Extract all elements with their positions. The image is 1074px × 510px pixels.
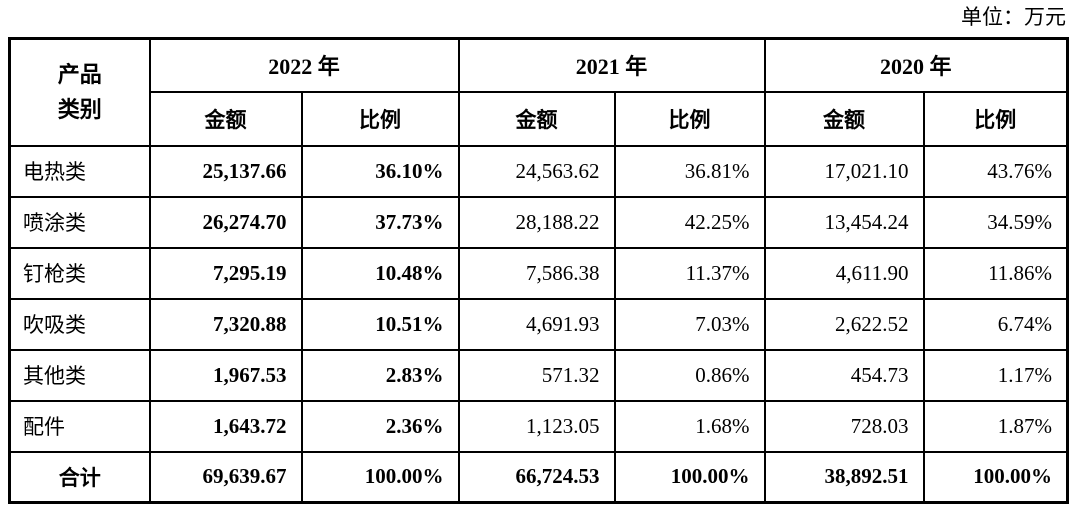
header-2021-amount: 金额 — [457, 90, 616, 147]
row-label: 电热类 — [8, 144, 151, 198]
cell-total-2022-ratio: 100.00% — [300, 450, 460, 504]
cell-2021-amount: 571.32 — [457, 348, 616, 402]
row-label: 配件 — [8, 399, 151, 453]
cell-2021-amount: 4,691.93 — [457, 297, 616, 351]
cell-2020-ratio: 6.74% — [922, 297, 1069, 351]
header-year-row: 产品 类别 2022 年 2021 年 2020 年 — [8, 37, 1069, 147]
cell-2020-ratio: 43.76% — [922, 144, 1069, 198]
header-2020-ratio: 比例 — [922, 90, 1069, 147]
table-row-total: 合计 69,639.67 100.00% 66,724.53 100.00% 3… — [8, 450, 1069, 504]
header-2022-ratio: 比例 — [300, 90, 460, 147]
row-label: 钉枪类 — [8, 246, 151, 300]
corner-header-line2: 类别 — [57, 97, 102, 123]
cell-total-2020-amount: 38,892.51 — [763, 450, 925, 504]
cell-2021-amount: 7,586.38 — [457, 246, 616, 300]
table-row-others: 其他类 1,967.53 2.83% 571.32 0.86% 454.73 1… — [8, 348, 1069, 402]
cell-2022-ratio: 36.10% — [300, 144, 460, 198]
cell-2020-ratio: 11.86% — [922, 246, 1069, 300]
header-year-2020: 2020 年 — [763, 37, 1069, 93]
cell-2022-amount: 7,295.19 — [148, 246, 303, 300]
cell-total-2020-ratio: 100.00% — [922, 450, 1069, 504]
cell-2021-ratio: 11.37% — [613, 246, 766, 300]
corner-header-product-category: 产品 类别 — [8, 37, 151, 147]
corner-header-line1: 产品 — [57, 62, 102, 88]
cell-2020-amount: 17,021.10 — [763, 144, 925, 198]
cell-2020-amount: 13,454.24 — [763, 195, 925, 249]
row-label: 喷涂类 — [8, 195, 151, 249]
cell-2021-ratio: 36.81% — [613, 144, 766, 198]
cell-2021-ratio: 0.86% — [613, 348, 766, 402]
header-sub-row: 金额 比例 金额 比例 金额 比例 — [10, 90, 1069, 147]
cell-2022-ratio: 37.73% — [300, 195, 460, 249]
table-row-blowing-suction: 吹吸类 7,320.88 10.51% 4,691.93 7.03% 2,622… — [8, 297, 1069, 351]
cell-2021-ratio: 42.25% — [613, 195, 766, 249]
cell-2022-ratio: 10.51% — [300, 297, 460, 351]
header-2020-amount: 金额 — [763, 90, 925, 147]
table-row-nail-gun: 钉枪类 7,295.19 10.48% 7,586.38 11.37% 4,61… — [8, 246, 1069, 300]
total-row-label: 合计 — [8, 450, 151, 504]
row-label: 其他类 — [8, 348, 151, 402]
table-row-electric-heating: 电热类 25,137.66 36.10% 24,563.62 36.81% 17… — [8, 144, 1069, 198]
cell-total-2021-amount: 66,724.53 — [457, 450, 616, 504]
header-2021-ratio: 比例 — [613, 90, 766, 147]
cell-2020-ratio: 1.17% — [922, 348, 1069, 402]
cell-2022-ratio: 2.83% — [300, 348, 460, 402]
cell-2021-ratio: 7.03% — [613, 297, 766, 351]
product-category-revenue-table: 产品 类别 2022 年 2021 年 2020 年 金额 比例 金额 比例 金… — [8, 37, 1070, 504]
cell-2021-amount: 24,563.62 — [457, 144, 616, 198]
header-year-2021: 2021 年 — [457, 37, 766, 93]
cell-total-2021-ratio: 100.00% — [613, 450, 766, 504]
cell-2022-ratio: 2.36% — [300, 399, 460, 453]
cell-2021-ratio: 1.68% — [613, 399, 766, 453]
cell-2020-amount: 728.03 — [763, 399, 925, 453]
cell-2022-amount: 26,274.70 — [148, 195, 303, 249]
cell-2020-amount: 454.73 — [763, 348, 925, 402]
cell-2021-amount: 1,123.05 — [457, 399, 616, 453]
cell-2021-amount: 28,188.22 — [457, 195, 616, 249]
cell-2022-amount: 7,320.88 — [148, 297, 303, 351]
unit-label: 单位：万元 — [961, 5, 1066, 29]
cell-2022-amount: 1,643.72 — [148, 399, 303, 453]
cell-2022-ratio: 10.48% — [300, 246, 460, 300]
cell-2022-amount: 25,137.66 — [148, 144, 303, 198]
row-label: 吹吸类 — [8, 297, 151, 351]
cell-total-2022-amount: 69,639.67 — [148, 450, 303, 504]
cell-2020-amount: 4,611.90 — [763, 246, 925, 300]
header-year-2022: 2022 年 — [148, 37, 460, 93]
cell-2020-amount: 2,622.52 — [763, 297, 925, 351]
cell-2022-amount: 1,967.53 — [148, 348, 303, 402]
table-row-spraying: 喷涂类 26,274.70 37.73% 28,188.22 42.25% 13… — [8, 195, 1069, 249]
cell-2020-ratio: 1.87% — [922, 399, 1069, 453]
cell-2020-ratio: 34.59% — [922, 195, 1069, 249]
header-2022-amount: 金额 — [148, 90, 303, 147]
table-row-accessories: 配件 1,643.72 2.36% 1,123.05 1.68% 728.03 … — [8, 399, 1069, 453]
